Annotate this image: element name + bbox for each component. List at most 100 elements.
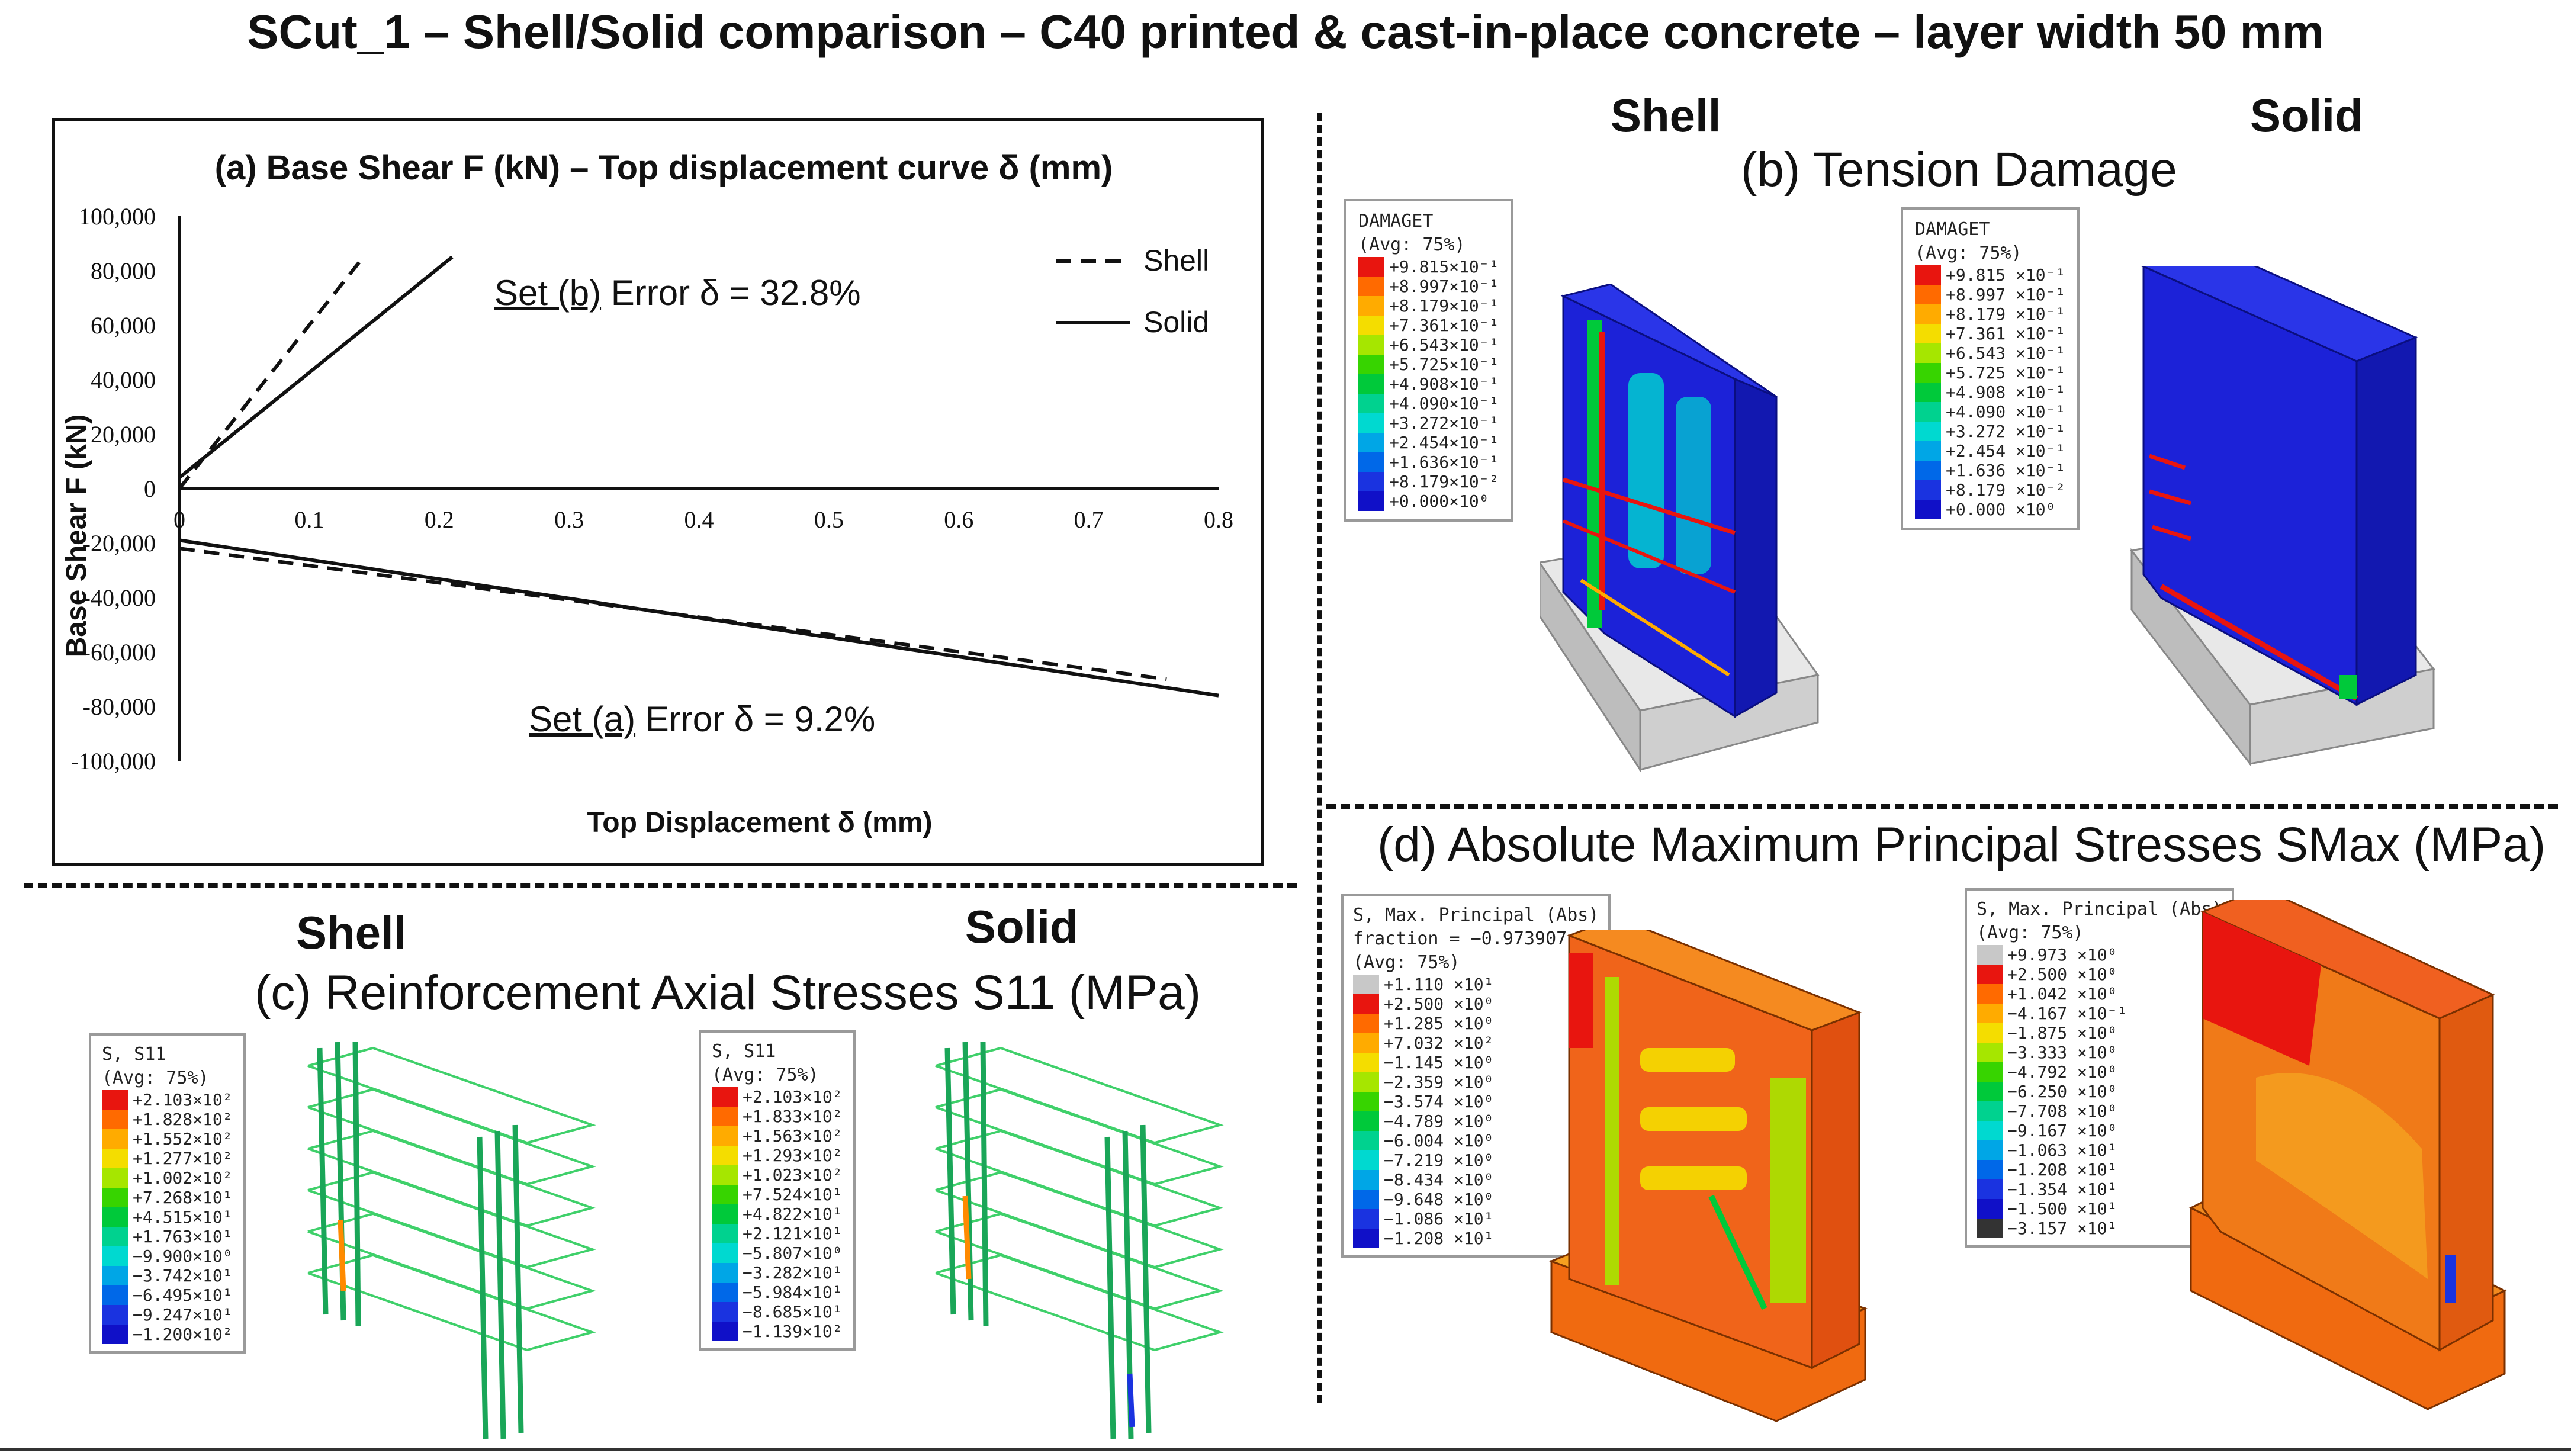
legend-swatch (712, 1302, 738, 1322)
legend-swatch (1358, 472, 1384, 491)
legend-value: −3.282×10¹ (743, 1263, 843, 1283)
legend-swatch (102, 1266, 128, 1285)
legend-swatch (1915, 422, 1941, 441)
legend-swatch (1977, 1199, 2003, 1219)
legend-value: +9.973 ×10⁰ (2007, 945, 2117, 965)
legend-value: +1.552×10² (133, 1129, 233, 1149)
legend-value: +2.500 ×10⁰ (1384, 994, 1494, 1014)
legend-swatch (1977, 1121, 2003, 1140)
legend-row: −8.685×10¹ (712, 1302, 843, 1322)
legend-row: +8.179 ×10⁻² (1915, 480, 2065, 500)
legend-swatch (1353, 1111, 1379, 1131)
legend-swatch (1353, 1033, 1379, 1053)
legend-row: −1.354 ×10¹ (1977, 1179, 2222, 1199)
legend-value: −4.167 ×10⁻¹ (2007, 1004, 2127, 1023)
legend-value: +1.110 ×10¹ (1384, 975, 1494, 994)
x-tick-label: 0.2 (425, 506, 454, 533)
crack-line (1562, 477, 1736, 535)
legend-value: +1.833×10² (743, 1107, 843, 1126)
y-tick-label: -100,000 (71, 748, 156, 774)
x-tick-label: 0.8 (1204, 506, 1233, 533)
legend-row: +1.636 ×10⁻¹ (1915, 461, 2065, 480)
y-tick-label: 100,000 (79, 203, 156, 230)
legend-row: −3.333 ×10⁰ (1977, 1043, 2222, 1062)
legend-value: −1.086 ×10¹ (1384, 1209, 1494, 1229)
legend-value: −6.495×10¹ (133, 1285, 233, 1305)
legend-swatch (1358, 491, 1384, 511)
legend-row: −1.875 ×10⁰ (1977, 1023, 2222, 1043)
legend-header-line: (Avg: 75%) (1358, 234, 1466, 255)
legend-value: +4.515×10¹ (133, 1207, 233, 1227)
legend-value: +0.000×10⁰ (1389, 491, 1489, 511)
legend-value: +2.454 ×10⁻¹ (1946, 441, 2066, 461)
legend-row: +9.815 ×10⁻¹ (1915, 265, 2065, 285)
panel-a-chart: (a) Base Shear F (kN) – Top displacement… (52, 118, 1264, 866)
legend-swatch (1915, 285, 1941, 304)
legend-swatch (1915, 480, 1941, 500)
legend-swatch (1358, 277, 1384, 296)
legend-row: −1.208 ×10¹ (1977, 1160, 2222, 1179)
legend-swatch (1353, 975, 1379, 994)
legend-row: +8.179×10⁻² (1358, 472, 1499, 491)
y-tick-label: -20,000 (83, 530, 156, 557)
base-block-front (2130, 548, 2251, 767)
legend-row: +8.997×10⁻¹ (1358, 277, 1499, 296)
panel-c-shell-legend: S, S11 (Avg: 75%) +2.103×10² +1.828×10² +1.5… (89, 1033, 246, 1354)
crack-line (2149, 489, 2191, 506)
legend-header-line: fraction = −0.973907 (1353, 928, 1567, 949)
legend-row: +4.515×10¹ (102, 1207, 233, 1227)
legend-value: +0.000 ×10⁰ (1946, 500, 2056, 519)
legend-row: −9.900×10⁰ (102, 1246, 233, 1266)
legend-row: +1.042 ×10⁰ (1977, 984, 2222, 1004)
legend-value: +7.524×10¹ (743, 1185, 843, 1204)
legend-row: +2.103×10² (712, 1087, 843, 1107)
legend-header-line: DAMAGET (1915, 219, 1990, 240)
legend-value: −6.004 ×10⁰ (1384, 1131, 1494, 1150)
legend-swatch (102, 1188, 128, 1207)
legend-swatch (1977, 945, 2003, 965)
legend-row: +1.828×10² (102, 1110, 233, 1129)
legend-value: +6.543 ×10⁻¹ (1946, 343, 2066, 363)
legend-value: −1.875 ×10⁰ (2007, 1023, 2117, 1043)
legend-swatch (1358, 316, 1384, 335)
legend-header-line: S, Max. Principal (Abs) (1353, 905, 1599, 925)
legend-row: −4.792 ×10⁰ (1977, 1062, 2222, 1082)
legend-value: −4.789 ×10⁰ (1384, 1111, 1494, 1131)
legend-value: +1.763×10¹ (133, 1227, 233, 1246)
legend-value: −8.434 ×10⁰ (1384, 1170, 1494, 1190)
legend-row: −6.495×10¹ (102, 1285, 233, 1305)
figure-title: SCut_1 – Shell/Solid comparison – C40 pr… (247, 5, 2324, 58)
legend-value: +8.179 ×10⁻¹ (1946, 304, 2066, 324)
wall-top (1560, 284, 1777, 398)
y-tick-label: 0 (144, 475, 156, 502)
legend-value: +7.361 ×10⁻¹ (1946, 324, 2066, 343)
legend-value: −1.208 ×10¹ (1384, 1229, 1494, 1248)
legend-value: +1.023×10² (743, 1165, 843, 1185)
legend-row: −4.167 ×10⁻¹ (1977, 1004, 2222, 1023)
legend-row: +9.973 ×10⁰ (1977, 945, 2222, 965)
legend-value: +8.179×10⁻¹ (1389, 296, 1499, 316)
legend-row: +6.543 ×10⁻¹ (1915, 343, 2065, 363)
x-tick-label: 0 (173, 506, 185, 533)
legend-value: +1.563×10² (743, 1126, 843, 1146)
legend-swatch (712, 1185, 738, 1204)
legend-value: −1.500 ×10¹ (2007, 1199, 2117, 1219)
legend-value: +2.103×10² (743, 1087, 843, 1107)
panel-b-solid-label: Solid (2250, 89, 2363, 142)
legend-swatch (712, 1224, 738, 1243)
legend-swatch (1358, 296, 1384, 316)
legend-value: +1.636×10⁻¹ (1389, 452, 1499, 472)
legend-value: +7.361×10⁻¹ (1389, 316, 1499, 335)
legend-value: +1.293×10² (743, 1146, 843, 1165)
panel-d-shell-legend: S, Max. Principal (Abs) fraction = −0.973… (1341, 894, 1611, 1258)
legend-swatch (712, 1146, 738, 1165)
crack-line (2151, 525, 2192, 541)
panel-c-shell-label: Shell (296, 907, 407, 959)
x-tick-label: 0.3 (554, 506, 584, 533)
legend-swatch (712, 1243, 738, 1263)
legend-row: −3.574 ×10⁰ (1353, 1092, 1599, 1111)
y-tick-label: -40,000 (83, 584, 156, 611)
legend-row: +1.833×10² (712, 1107, 843, 1126)
legend-swatch (1977, 1160, 2003, 1179)
chart-title: (a) Base Shear F (kN) – Top displacement… (215, 149, 1113, 187)
